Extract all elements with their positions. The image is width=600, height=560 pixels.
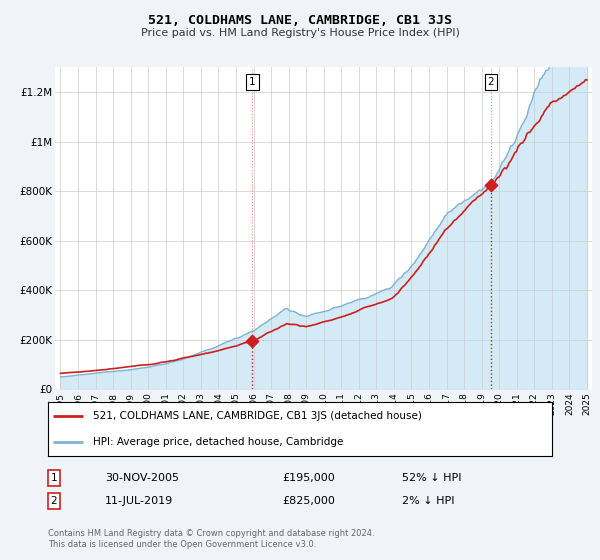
Point: [247, 337, 257, 346]
Text: £825,000: £825,000: [282, 496, 335, 506]
Text: 521, COLDHAMS LANE, CAMBRIDGE, CB1 3JS: 521, COLDHAMS LANE, CAMBRIDGE, CB1 3JS: [148, 14, 452, 27]
Text: 52% ↓ HPI: 52% ↓ HPI: [402, 473, 461, 483]
Text: 521, COLDHAMS LANE, CAMBRIDGE, CB1 3JS (detached house): 521, COLDHAMS LANE, CAMBRIDGE, CB1 3JS (…: [94, 412, 422, 421]
Text: 2: 2: [488, 77, 494, 87]
Text: 30-NOV-2005: 30-NOV-2005: [105, 473, 179, 483]
Text: 1: 1: [50, 473, 58, 483]
Text: £195,000: £195,000: [282, 473, 335, 483]
Text: HPI: Average price, detached house, Cambridge: HPI: Average price, detached house, Camb…: [94, 437, 344, 446]
Text: Contains HM Land Registry data © Crown copyright and database right 2024.
This d: Contains HM Land Registry data © Crown c…: [48, 529, 374, 549]
Text: 1: 1: [249, 77, 256, 87]
Text: 2% ↓ HPI: 2% ↓ HPI: [402, 496, 455, 506]
Point: [486, 180, 496, 189]
Text: 11-JUL-2019: 11-JUL-2019: [105, 496, 173, 506]
Text: 2: 2: [50, 496, 58, 506]
Text: Price paid vs. HM Land Registry's House Price Index (HPI): Price paid vs. HM Land Registry's House …: [140, 28, 460, 38]
